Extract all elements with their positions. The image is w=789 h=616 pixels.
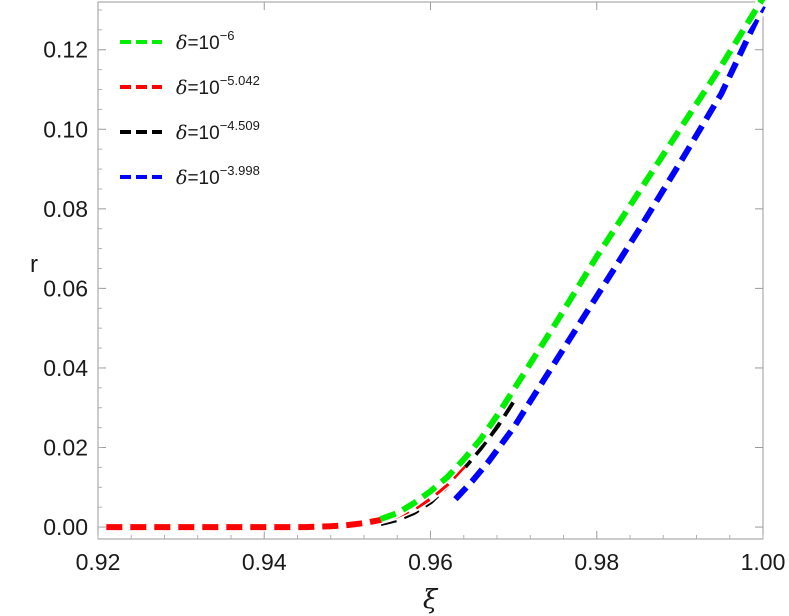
legend-symbol: δ (176, 122, 187, 144)
legend-label-0: δ=10−6 (176, 28, 235, 54)
y-tick-label: 0.10 (43, 116, 88, 142)
y-tick-label: 0.12 (43, 37, 88, 63)
series-line-0 (379, 0, 766, 522)
legend-base: =10 (187, 123, 219, 144)
y-tick-label: 0.04 (43, 355, 88, 381)
y-axis-title: r (30, 251, 38, 278)
legend-exponent: −6 (220, 28, 235, 43)
x-tick-label: 0.92 (76, 549, 121, 575)
y-tick-label: 0.06 (43, 275, 88, 301)
x-axis-title: ξ (423, 585, 439, 615)
legend-base: =10 (187, 168, 219, 189)
legend-label-2: δ=10−4.509 (176, 118, 260, 144)
x-tick-label: 0.96 (408, 549, 453, 575)
legend-symbol: δ (176, 32, 187, 54)
x-tick-label: 1.00 (741, 549, 786, 575)
legend-exponent: −3.998 (220, 163, 260, 178)
x-tick-label: 0.98 (574, 549, 619, 575)
series-group (106, 0, 768, 532)
legend-base: =10 (187, 78, 219, 99)
legend-label-3: δ=10−3.998 (176, 163, 260, 189)
legend-exponent: −5.042 (220, 73, 260, 88)
y-tick-label: 0.02 (43, 435, 88, 461)
legend-base: =10 (187, 33, 219, 54)
series-halo-0 (379, 0, 767, 524)
y-tick-label: 0.08 (43, 196, 88, 222)
y-tick-label: 0.00 (43, 514, 88, 540)
legend-symbol: δ (176, 77, 187, 99)
legend-exponent: −4.509 (220, 118, 260, 133)
legend-label-1: δ=10−5.042 (176, 73, 260, 99)
tick-labels: 0.92 0.94 0.96 0.98 1.00 0.00 0.02 0.04 0.06 0.08… (43, 37, 785, 575)
series-line-1 (106, 463, 466, 531)
x-tick-label: 0.94 (242, 549, 287, 575)
legend-symbol: δ (176, 167, 187, 189)
series-line-3 (453, 4, 766, 502)
